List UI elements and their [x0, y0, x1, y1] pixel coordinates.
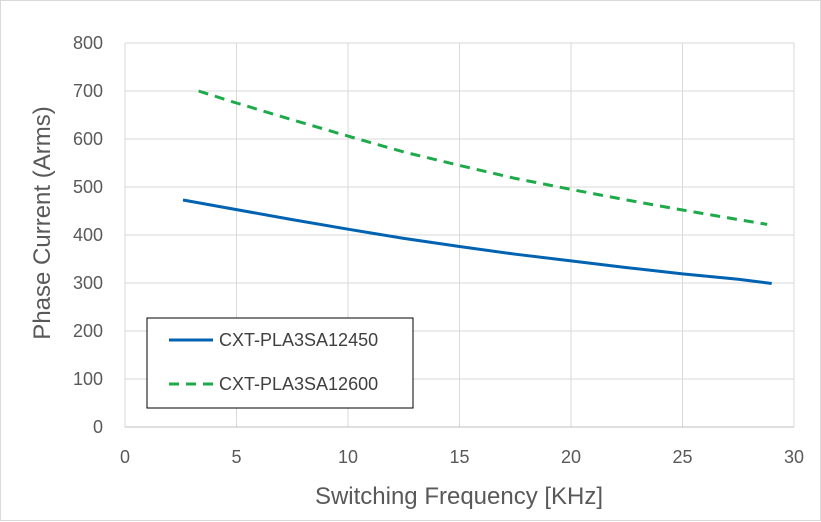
legend-box — [146, 317, 414, 409]
y-tick-label: 100 — [73, 369, 103, 389]
legend: CXT-PLA3SA12450 CXT-PLA3SA12600 — [146, 317, 414, 409]
y-tick-label: 700 — [73, 81, 103, 101]
legend-label-cxt-pla3sa12600: CXT-PLA3SA12600 — [219, 374, 378, 394]
series-lines — [182, 89, 772, 285]
y-tick-label: 800 — [73, 33, 103, 53]
x-axis-title: Switching Frequency [KHz] — [315, 483, 603, 510]
series-line-cxt-pla3sa12600 — [198, 89, 768, 226]
x-tick-label: 0 — [120, 447, 130, 467]
x-tick-label: 30 — [784, 447, 804, 467]
x-tick-label: 10 — [338, 447, 358, 467]
x-tick-label: 25 — [672, 447, 692, 467]
y-tick-label: 300 — [73, 273, 103, 293]
tick-labels: 0 100 200 300 400 500 600 700 800 0 5 10 15 20 25 30 — [73, 33, 804, 467]
x-tick-label: 20 — [561, 447, 581, 467]
y-tick-label: 0 — [93, 417, 103, 437]
legend-label-cxt-pla3sa12450: CXT-PLA3SA12450 — [219, 330, 378, 350]
gridlines — [124, 42, 795, 428]
x-tick-label: 5 — [231, 447, 241, 467]
y-axis-title: Phase Current (Arms) — [29, 106, 56, 339]
series-line-cxt-pla3sa12450 — [182, 198, 772, 285]
y-tick-label: 200 — [73, 321, 103, 341]
y-tick-label: 600 — [73, 129, 103, 149]
y-tick-label: 400 — [73, 225, 103, 245]
x-tick-label: 15 — [449, 447, 469, 467]
y-tick-label: 500 — [73, 177, 103, 197]
